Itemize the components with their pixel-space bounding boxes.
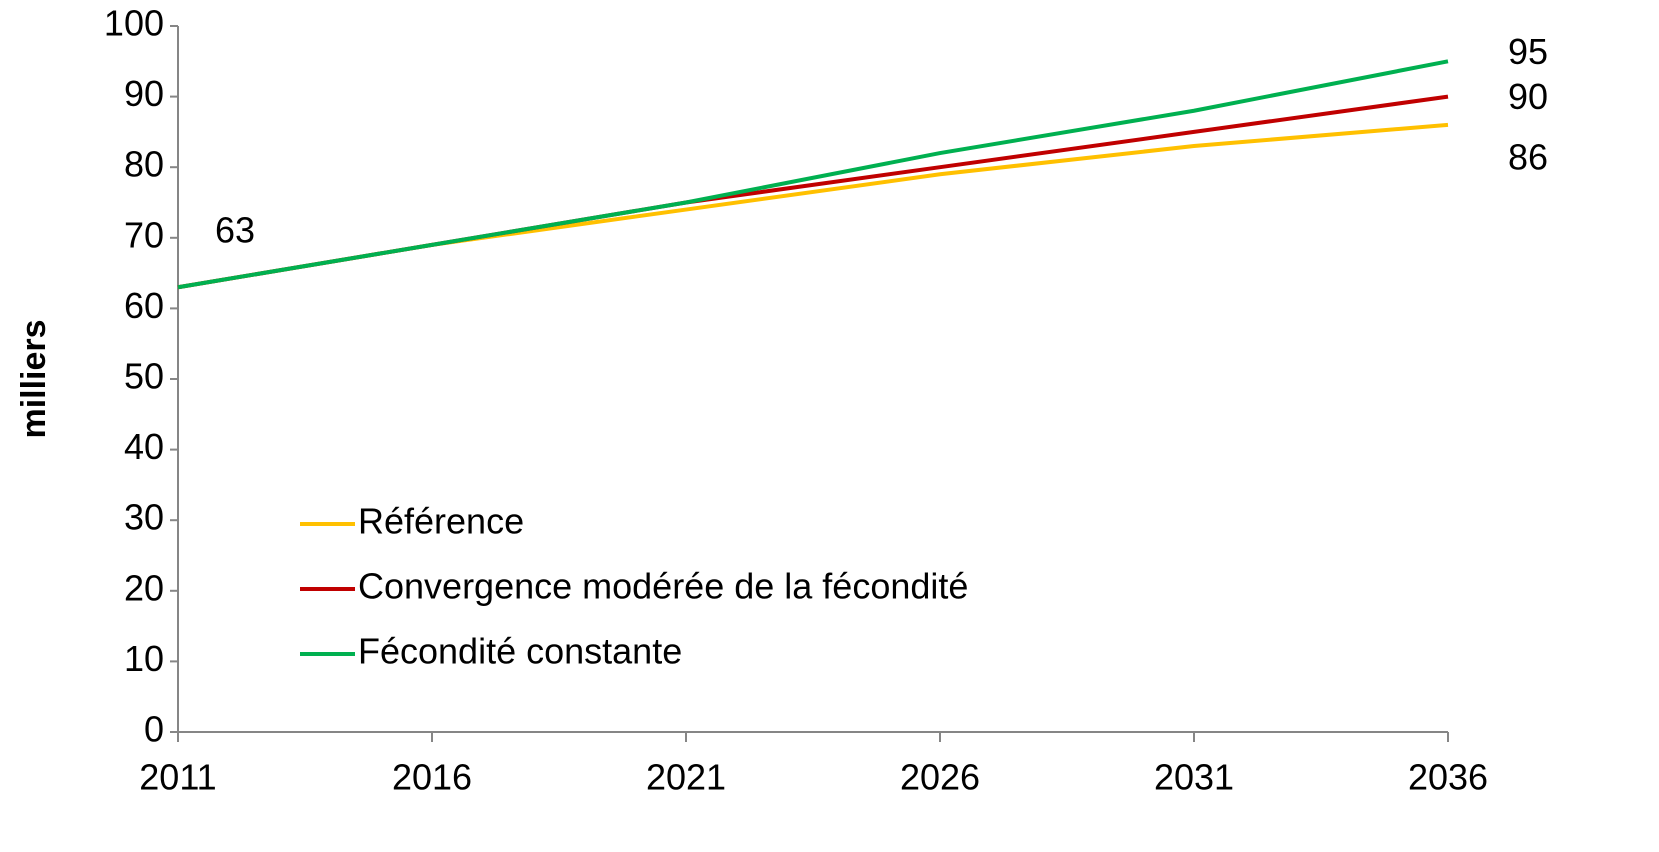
legend-label: Référence — [358, 501, 524, 542]
x-tick-label: 2016 — [392, 757, 472, 798]
y-tick-label: 0 — [144, 709, 164, 750]
data-label: 63 — [215, 210, 255, 251]
x-tick-label: 2026 — [900, 757, 980, 798]
y-tick-label: 70 — [124, 214, 164, 255]
data-label: 95 — [1508, 31, 1548, 72]
data-label: 86 — [1508, 136, 1548, 177]
legend-label: Fécondité constante — [358, 631, 682, 672]
y-tick-label: 60 — [124, 285, 164, 326]
series-line — [177, 122, 1449, 290]
data-label: 90 — [1508, 76, 1548, 117]
y-tick-label: 90 — [124, 73, 164, 114]
y-tick-label: 40 — [124, 426, 164, 467]
legend-label: Convergence modérée de la fécondité — [358, 566, 968, 607]
y-tick-label: 80 — [124, 144, 164, 185]
series-line — [177, 59, 1449, 290]
y-axis-label: milliers — [15, 319, 53, 438]
y-tick-label: 10 — [124, 638, 164, 679]
y-tick-label: 30 — [124, 497, 164, 538]
y-tick-label: 50 — [124, 356, 164, 397]
x-tick-label: 2031 — [1154, 757, 1234, 798]
y-tick-label: 20 — [124, 567, 164, 608]
x-tick-label: 2036 — [1408, 757, 1488, 798]
y-tick-label: 100 — [104, 3, 164, 44]
x-tick-label: 2011 — [139, 757, 216, 798]
x-tick-label: 2021 — [646, 757, 726, 798]
